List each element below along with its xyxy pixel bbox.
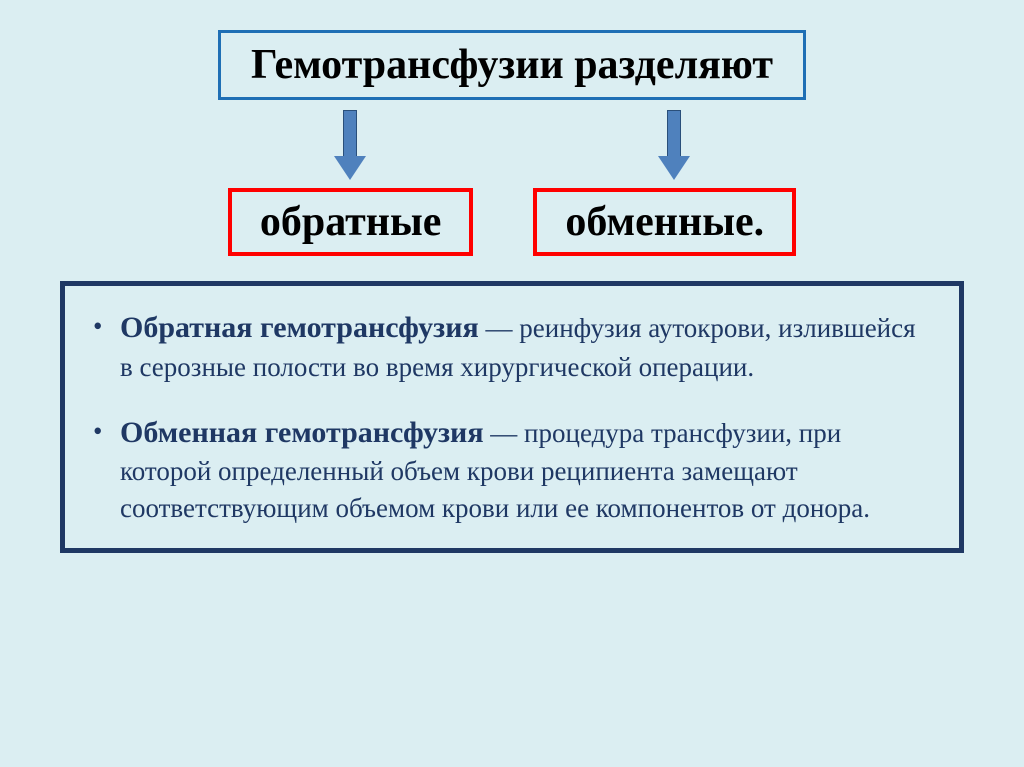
branch-label: обратные <box>260 199 442 245</box>
title-text: Гемотрансфузии разделяют <box>251 42 773 88</box>
definition-item: Обменная гемотрансфузия — процедура тран… <box>75 413 929 526</box>
arrows-row <box>189 110 836 180</box>
slide: Гемотрансфузии разделяют обратные обменн… <box>0 0 1024 767</box>
branches-row: обратные обменные. <box>50 188 974 256</box>
branch-box-left: обратные <box>228 188 474 256</box>
arrow-head-icon <box>658 156 690 180</box>
definition-term: Обратная гемотрансфузия <box>120 311 479 344</box>
branch-box-right: обменные. <box>533 188 796 256</box>
arrow-right <box>659 110 689 180</box>
arrow-shaft <box>343 110 357 158</box>
arrow-shaft <box>667 110 681 158</box>
branch-label: обменные. <box>565 199 764 245</box>
title-box: Гемотрансфузии разделяют <box>218 30 806 100</box>
definition-dash: — <box>484 418 525 448</box>
definition-item: Обратная гемотрансфузия — реинфузия ауто… <box>75 308 929 385</box>
definition-term: Обменная гемотрансфузия <box>120 416 484 449</box>
arrow-head-icon <box>334 156 366 180</box>
definitions-box: Обратная гемотрансфузия — реинфузия ауто… <box>60 281 964 553</box>
arrow-left <box>335 110 365 180</box>
definition-dash: — <box>479 313 520 343</box>
definitions-list: Обратная гемотрансфузия — реинфузия ауто… <box>75 308 929 526</box>
